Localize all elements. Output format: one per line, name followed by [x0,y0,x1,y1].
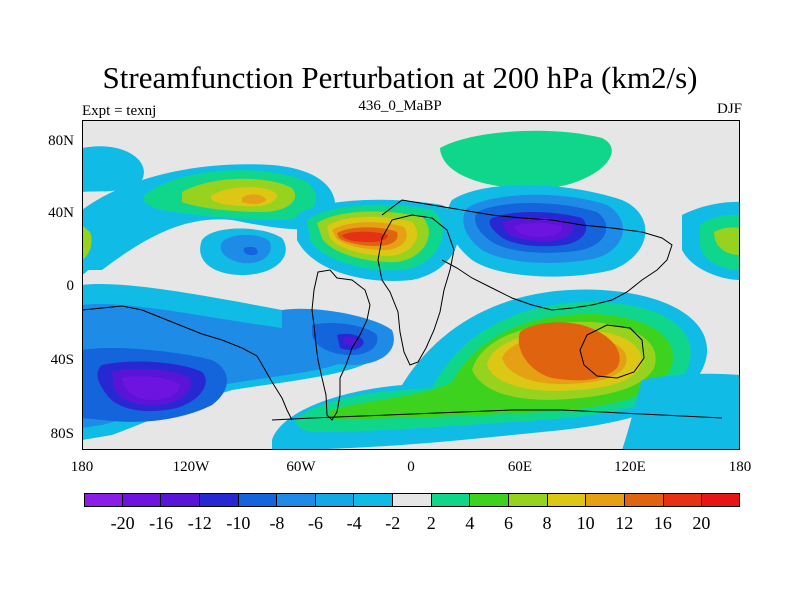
colorbar-cell [586,493,625,507]
lon-label-180w: 180 [70,459,94,475]
lat-label-40n: 40N [48,205,74,221]
colorbar-cell [315,493,355,507]
coast-central-america [263,367,293,421]
colorbar-label: 8 [542,513,552,533]
contour-atl-red [342,231,388,243]
lat-label-80s: 80S [50,426,74,442]
colorbar-cell [663,493,703,507]
contour-sa-violet [344,337,358,345]
coast-south-america [311,269,371,421]
colorbar-label: -12 [187,513,212,533]
lon-label-180e: 180 [728,459,752,475]
colorbar-cell [431,493,471,507]
lat-label-80n: 80N [48,133,74,149]
colorbar-label: -20 [110,513,135,533]
colorbar-cell [702,493,740,507]
streamfunction-map [82,120,740,450]
lon-label-120e: 120E [614,459,646,475]
experiment-label: Expt = texnj [82,103,157,119]
coast-antarctica [271,409,723,421]
contour-si-darkorange [518,322,620,381]
colorbar-cell [238,493,278,507]
lon-label-60e: 60E [507,459,533,475]
colorbar-label: 12 [615,513,634,533]
colorbar-label: 4 [465,513,475,533]
contour-se-blue [622,373,740,450]
colorbar-cell [624,493,664,507]
colorbar-label: -16 [149,513,174,533]
contour-asia-purple [514,223,562,237]
colorbar-cell [277,493,316,507]
colorbar-cell [122,493,162,507]
coast-australia [579,324,645,379]
lon-label-0: 0 [407,459,415,475]
contour-np-orange [242,194,266,205]
coast-north-america [82,305,265,369]
lon-label-60w: 60W [286,459,316,475]
coast-africa [377,214,455,366]
contour-north-green-top [440,130,612,189]
lat-label-40s: 40S [50,352,74,368]
colorbar-cell [161,493,200,507]
colorbar-cell [84,493,123,507]
colorbar-label: 6 [503,513,513,533]
colorbar-label: -6 [308,513,324,533]
contour-north-cyan [82,146,144,192]
colorbar-label: 10 [576,513,595,533]
coast-eurasia [381,199,673,311]
colorbar-label: -4 [346,513,362,533]
colorbar-label: -8 [269,513,285,533]
season-label: DJF [716,101,742,117]
colorbar-label: 20 [692,513,711,533]
lat-label-eq: 0 [66,278,75,294]
colorbar-cell [393,493,432,507]
contour-midpac-dark [243,246,258,256]
contour-sp-purple [122,376,180,400]
case-label: 436_0_MaBP [358,98,442,114]
plot-title: Streamfunction Perturbation at 200 hPa (… [102,60,698,95]
contour-east-edge-lime [714,227,740,255]
colorbar-cell [509,493,548,507]
colorbar-label: -10 [226,513,251,533]
coastlines [82,199,723,421]
lon-label-120w: 120W [172,459,210,475]
colorbar-cell [199,493,239,507]
contour-west-edge-lime [82,225,92,260]
colorbar-cell [470,493,510,507]
map-frame [82,120,740,450]
colorbar-cell [547,493,587,507]
colorbar-label: 16 [653,513,672,533]
colorbar-label: -2 [385,513,401,533]
colorbar-label: 2 [426,513,436,533]
colorbar [84,493,740,507]
colorbar-cell [354,493,394,507]
